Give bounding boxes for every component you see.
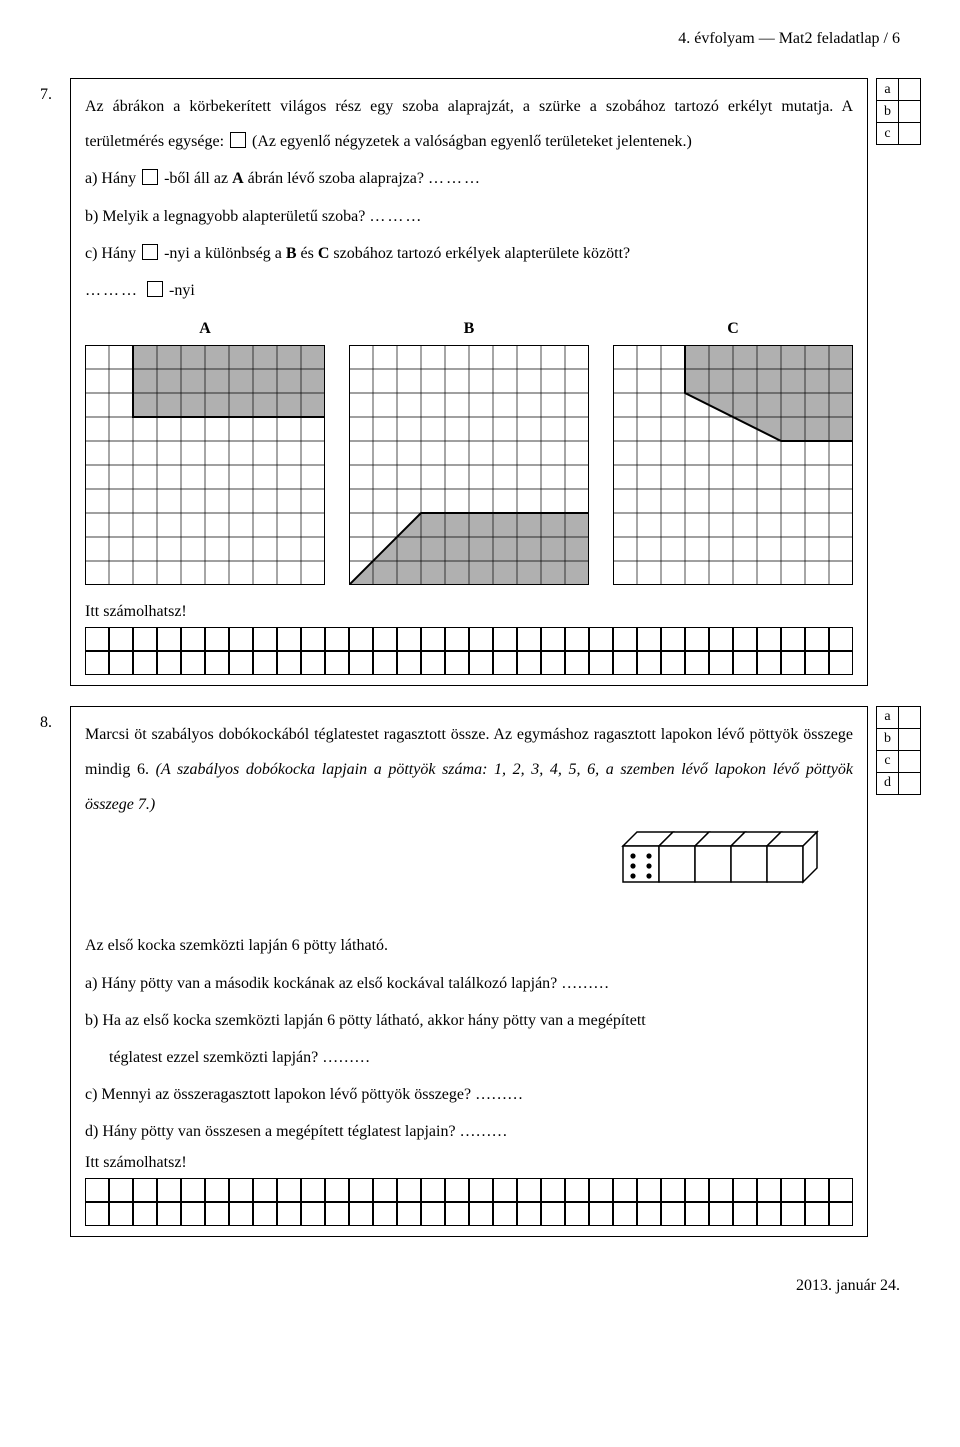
task7-a-pre: a) Hány <box>85 170 140 187</box>
figure-a <box>85 345 325 585</box>
task8-a: a) Hány pötty van a második kockának az … <box>85 966 853 1001</box>
task7-c-b: B <box>286 245 297 262</box>
task-number-7: 7. <box>40 78 70 104</box>
calc-label-8: Itt számolhatsz! <box>85 1152 853 1174</box>
task7-figures: A B C <box>85 318 853 584</box>
score-box-7: abc <box>876 78 921 145</box>
task7-c-c: C <box>318 245 330 262</box>
calc-label-7: Itt számolhatsz! <box>85 601 853 623</box>
task-7-body: Az ábrákon a körbekerített világos rész … <box>70 78 868 686</box>
task-8: 8. Marcsi öt szabályos dobókockából tégl… <box>40 706 900 1237</box>
unit-square-icon <box>142 169 158 185</box>
unit-square-icon <box>142 244 158 260</box>
task7-b: b) Melyik a legnagyobb alapterületű szob… <box>85 208 369 225</box>
figure-label-b: B <box>464 318 475 340</box>
page-header: 4. évfolyam — Mat2 feladatlap / 6 <box>40 30 900 48</box>
unit-square-icon <box>147 281 163 297</box>
unit-square-icon <box>230 132 246 148</box>
task8-b: b) Ha az első kocka szemközti lapján 6 p… <box>85 1003 853 1038</box>
task7-c-mid: -nyi a különbség a <box>164 245 286 262</box>
figure-label-c: C <box>727 318 739 340</box>
footer-date: 2013. január 24. <box>40 1277 900 1295</box>
task-number-8: 8. <box>40 706 70 732</box>
dots: ……… <box>85 282 145 299</box>
task7-c-post: -nyi <box>169 282 195 299</box>
calc-grid-7 <box>85 627 853 675</box>
task7-a-end: ábrán lévő szoba alaprajza? <box>248 170 428 187</box>
task8-line2: Az első kocka szemközti lapján 6 pötty l… <box>85 928 853 963</box>
figure-c <box>613 345 853 585</box>
task8-c: c) Mennyi az összeragasztott lapokon lév… <box>85 1077 853 1112</box>
figure-b <box>349 345 589 585</box>
calc-grid-8 <box>85 1178 853 1226</box>
task7-intro-2: (Az egyenlő négyzetek a valóságban egyen… <box>252 133 692 150</box>
dice-figure <box>603 826 853 916</box>
task8-b2: téglatest ezzel szemközti lapján? ……… <box>85 1040 853 1075</box>
figure-label-a: A <box>199 318 211 340</box>
task7-a-bold: A <box>232 170 244 187</box>
task7-c-pre: c) Hány <box>85 245 140 262</box>
task7-c-end: szobához tartozó erkélyek alapterülete k… <box>333 245 630 262</box>
task8-d: d) Hány pötty van összesen a megépített … <box>85 1114 853 1149</box>
task8-italic: (A szabályos dobókocka lapjain a pöttyök… <box>85 761 853 813</box>
dots: ……… <box>369 208 423 225</box>
task-7: 7. Az ábrákon a körbekerített világos ré… <box>40 78 900 686</box>
task7-c-mid2: és <box>301 245 318 262</box>
task-8-body: Marcsi öt szabályos dobókockából téglate… <box>70 706 868 1237</box>
dots: ……… <box>428 170 482 187</box>
score-box-8: abcd <box>876 706 921 795</box>
task7-a-post: -ből áll az <box>164 170 232 187</box>
